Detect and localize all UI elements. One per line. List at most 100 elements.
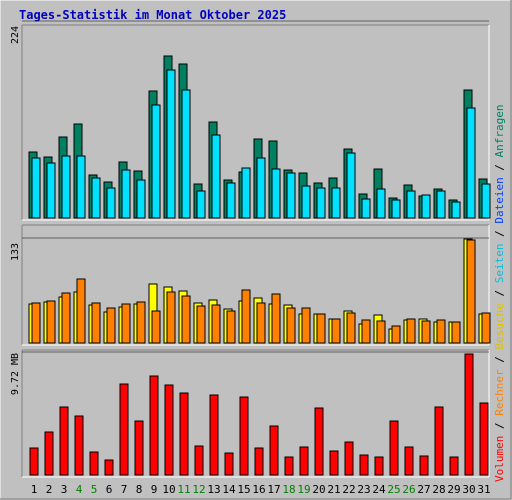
x-tick-label: 29 (447, 483, 460, 496)
x-tick-label: 28 (432, 483, 445, 496)
bar-seiten-day-24 (376, 188, 386, 219)
legend-item: / (493, 416, 506, 436)
bar-rechner-day-22 (346, 312, 356, 344)
x-tick-label: 23 (357, 483, 370, 496)
bar-rechner-day-8 (136, 301, 146, 344)
bar-volumen-day-15 (239, 396, 249, 476)
x-tick-label: 25 (387, 483, 400, 496)
panel-top: 224 (10, 20, 491, 221)
bar-seiten-day-8 (136, 179, 146, 219)
legend-item: Seiten (493, 244, 506, 284)
bar-seiten-day-21 (331, 187, 341, 219)
bar-seiten-day-22 (346, 152, 356, 219)
x-tick-label: 9 (151, 483, 158, 496)
bar-rechner-day-28 (436, 319, 446, 344)
bar-seiten-day-3 (61, 155, 71, 219)
bar-volumen-day-2 (44, 431, 54, 476)
bar-seiten-day-1 (31, 157, 41, 219)
bar-volumen-day-8 (134, 420, 144, 476)
bar-volumen-day-4 (74, 415, 84, 476)
bar-volumen-day-9 (149, 375, 159, 476)
x-tick-label: 7 (121, 483, 128, 496)
bar-seiten-day-4 (76, 155, 86, 219)
x-tick-label: 21 (327, 483, 340, 496)
x-tick-label: 14 (222, 483, 236, 496)
bar-seiten-day-16 (256, 157, 266, 219)
bar-rechner-day-20 (316, 313, 326, 344)
x-tick-label: 5 (91, 483, 98, 496)
x-tick-label: 17 (267, 483, 280, 496)
bar-volumen-day-5 (89, 451, 99, 476)
bar-seiten-day-17 (271, 168, 281, 219)
legend-item: Besuche (493, 303, 506, 349)
bar-volumen-day-3 (59, 406, 69, 476)
bar-seiten-day-25 (391, 199, 401, 219)
bar-seiten-day-19 (301, 185, 311, 219)
chart-panels: 224 133 9.72 MB (10, 20, 491, 478)
bar-rechner-day-31 (481, 312, 491, 344)
x-tick-label: 13 (207, 483, 220, 496)
bar-rechner-day-18 (286, 307, 296, 344)
bar-rechner-day-11 (181, 295, 191, 344)
bar-rechner-day-17 (271, 293, 281, 344)
bar-volumen-day-7 (119, 383, 129, 476)
bar-seiten-day-30 (466, 107, 476, 219)
bar-volumen-day-20 (314, 407, 324, 476)
x-tick-label: 3 (61, 483, 68, 496)
chart-title: Tages-Statistik im Monat Oktober 2025 (19, 8, 286, 22)
bar-rechner-day-10 (166, 291, 176, 344)
bar-rechner-day-2 (46, 300, 56, 344)
x-tick-label: 27 (417, 483, 430, 496)
x-tick-label: 4 (76, 483, 83, 496)
bar-seiten-day-5 (91, 177, 101, 219)
bar-seiten-day-29 (451, 201, 461, 219)
x-tick-label: 2 (46, 483, 53, 496)
bar-volumen-day-29 (449, 456, 459, 476)
bar-rechner-day-24 (376, 320, 386, 344)
x-tick-label: 26 (402, 483, 415, 496)
bar-volumen-day-12 (194, 445, 204, 476)
x-tick-label: 1 (31, 483, 38, 496)
bar-volumen-day-22 (344, 441, 354, 476)
bar-rechner-day-1 (31, 302, 41, 344)
bar-rechner-day-15 (241, 289, 251, 344)
bar-seiten-day-28 (436, 190, 446, 219)
legend-item: / (493, 350, 506, 370)
bar-rechner-day-3 (61, 292, 71, 344)
bar-seiten-day-13 (211, 134, 221, 219)
bar-seiten-day-18 (286, 172, 296, 219)
bar-seiten-day-15 (241, 167, 251, 219)
bar-volumen-day-24 (374, 456, 384, 476)
bar-volumen-day-1 (29, 447, 39, 476)
x-tick-label: 10 (162, 483, 175, 496)
bar-rechner-day-12 (196, 305, 206, 344)
bar-volumen-day-21 (329, 450, 339, 476)
legend-item: Volumen (493, 436, 506, 482)
bar-volumen-day-28 (434, 406, 444, 476)
panel-middle: 133 (10, 224, 491, 346)
bar-seiten-day-11 (181, 89, 191, 219)
legend-item: Dateien (493, 177, 506, 223)
bar-rechner-day-5 (91, 302, 101, 344)
x-tick-label: 24 (372, 483, 386, 496)
bar-volumen-day-17 (269, 425, 279, 476)
bar-rechner-day-6 (106, 307, 116, 344)
bar-rechner-day-13 (211, 304, 221, 344)
x-tick-label: 30 (462, 483, 475, 496)
panel-bottom-max-label: 9.72 MB (10, 353, 21, 395)
bar-volumen-day-11 (179, 392, 189, 476)
bar-seiten-day-7 (121, 169, 131, 219)
bar-volumen-day-26 (404, 446, 414, 476)
bar-rechner-day-9 (151, 310, 161, 344)
bar-rechner-day-21 (331, 318, 341, 344)
bar-rechner-day-30 (466, 239, 476, 344)
x-tick-label: 19 (297, 483, 310, 496)
bar-volumen-day-13 (209, 394, 219, 476)
bar-volumen-day-30 (464, 353, 474, 476)
x-tick-label: 12 (192, 483, 205, 496)
bar-volumen-day-6 (104, 459, 114, 476)
bar-volumen-day-23 (359, 454, 369, 476)
bar-seiten-day-23 (361, 198, 371, 219)
panel-middle-max-label: 133 (10, 243, 21, 261)
legend-item: Anfragen (493, 104, 506, 157)
